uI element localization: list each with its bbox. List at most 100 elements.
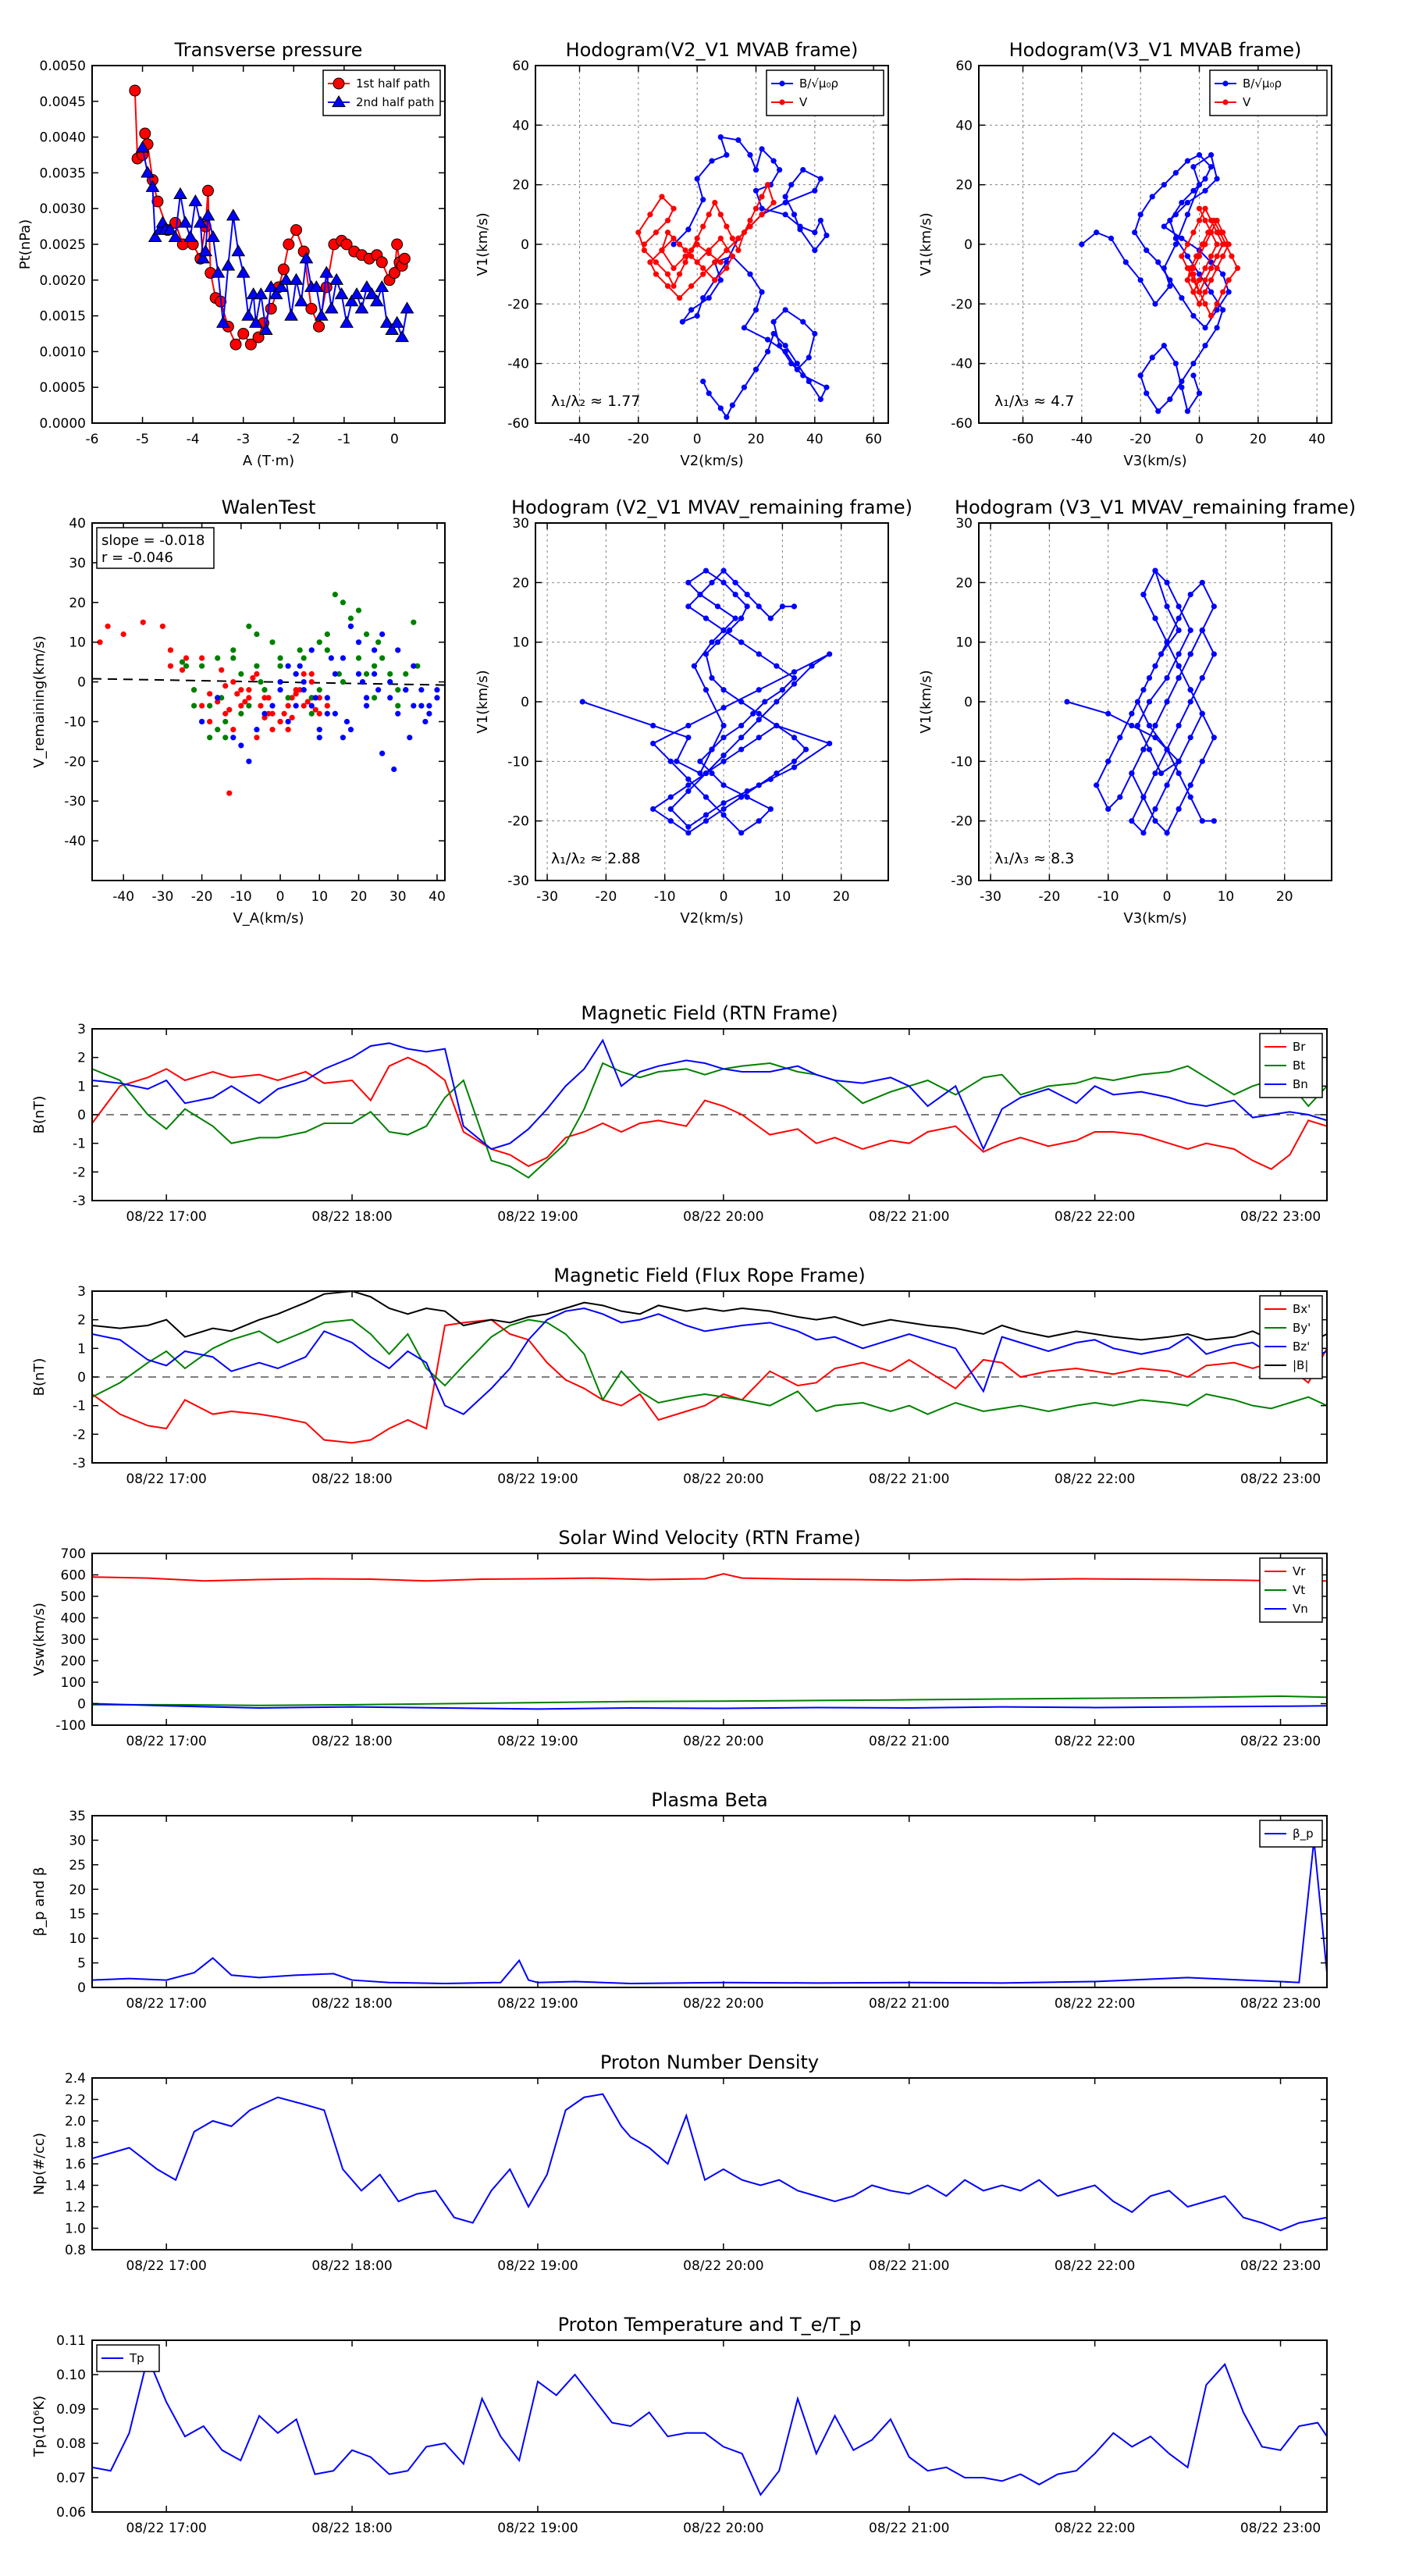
x-tick-label: 08/22 21:00 (869, 2521, 949, 2536)
legend-label: 1st half path (356, 76, 430, 91)
y-tick-label: -40 (951, 357, 973, 372)
x-tick-label: -10 (230, 889, 252, 905)
data-point (709, 770, 715, 777)
y-tick-label: 0.0050 (40, 59, 86, 74)
data-point (340, 735, 347, 741)
x-tick-label: 08/22 17:00 (126, 1996, 206, 2012)
y-tick-label: 600 (61, 1568, 86, 1584)
legend-label: Bn (1293, 1077, 1308, 1091)
data-point (411, 703, 417, 709)
data-point (347, 623, 354, 629)
data-point (774, 663, 780, 669)
data-point (215, 655, 221, 661)
data-point (340, 678, 347, 685)
x-tick-label: 08/22 19:00 (497, 1996, 578, 2012)
data-point (774, 722, 780, 729)
y-tick-label: 0.0010 (40, 344, 86, 360)
data-point (794, 366, 800, 372)
data-point (791, 603, 798, 610)
data-point (1190, 361, 1197, 367)
data-point (791, 764, 798, 770)
data-point (1190, 271, 1197, 277)
data-point (791, 758, 798, 764)
data-point (332, 592, 338, 598)
data-point (720, 753, 727, 759)
data-point (369, 294, 384, 307)
y-tick-label: 500 (61, 1589, 86, 1605)
data-point (1094, 782, 1100, 788)
data-point (395, 703, 401, 709)
data-point (1220, 241, 1226, 247)
data-point (248, 315, 263, 328)
data-point (1208, 164, 1215, 170)
x-tick-label: 20 (748, 432, 765, 447)
data-point (702, 794, 710, 800)
chart-title: Transverse pressure (174, 39, 363, 61)
data-point (1179, 199, 1185, 206)
legend-label: Bt (1293, 1059, 1305, 1073)
data-point (667, 758, 674, 764)
x-tick-label: 08/22 22:00 (1055, 1209, 1135, 1225)
data-point (694, 176, 700, 182)
data-point (720, 812, 727, 818)
stats-box (96, 527, 215, 569)
data-point (774, 770, 780, 777)
legend-marker (779, 99, 785, 105)
data-point (1208, 151, 1215, 158)
data-point (265, 695, 272, 701)
stats-text: slope = -0.018 (101, 532, 205, 549)
chart-tpp: Proton Temperature and T_e/T_p 08/22 17:0… (31, 2314, 1328, 2536)
data-point (685, 603, 692, 610)
data-point (254, 735, 260, 741)
data-point (254, 727, 260, 733)
data-point (1105, 758, 1112, 764)
data-point (732, 592, 738, 598)
data-point (324, 703, 330, 709)
y-tick-label: 0 (77, 1108, 86, 1123)
x-tick-label: 40 (429, 889, 446, 905)
data-point (163, 222, 177, 235)
data-point (426, 703, 432, 709)
data-point (756, 687, 762, 693)
x-tick-label: -3 (237, 432, 250, 447)
data-point (1161, 265, 1167, 272)
y-tick-label: 30 (69, 556, 86, 571)
x-tick-label: 40 (806, 432, 823, 447)
data-point (395, 330, 409, 343)
data-point (258, 678, 264, 685)
data-point (1129, 770, 1135, 777)
data-point (1214, 176, 1220, 182)
data-point (714, 639, 721, 646)
data-point (308, 678, 315, 685)
legend-label: B/√μ₀ρ (1243, 76, 1282, 91)
data-point (414, 663, 421, 669)
data-point (756, 735, 762, 741)
y-axis-label: Np(#/cc) (31, 2133, 48, 2195)
data-point (1196, 205, 1203, 212)
y-tick-label: -2 (73, 1165, 86, 1180)
data-point (1179, 253, 1185, 259)
y-tick-label: 0.0015 (40, 309, 86, 325)
data-point (1161, 182, 1167, 188)
data-point (635, 229, 642, 236)
data-point (140, 165, 155, 178)
data-point (791, 681, 798, 687)
x-tick-label: 08/22 20:00 (683, 1209, 763, 1225)
data-point (289, 695, 295, 701)
y-tick-label: 3 (77, 1022, 86, 1037)
data-point (1179, 384, 1185, 390)
x-tick-label: 08/22 19:00 (497, 2521, 578, 2536)
y-tick-label: -3 (73, 1456, 86, 1471)
series-line-0 (92, 2354, 1327, 2496)
data-point (650, 740, 656, 747)
data-point (215, 695, 221, 701)
data-point (360, 279, 374, 293)
data-point (823, 384, 830, 390)
y-tick-label: 25 (69, 1858, 86, 1873)
legend-label: V (1243, 95, 1251, 109)
data-point (762, 699, 768, 705)
x-tick-label: 08/22 19:00 (497, 1471, 578, 1487)
data-point (246, 623, 252, 629)
data-point (97, 639, 103, 646)
data-point (312, 706, 318, 713)
